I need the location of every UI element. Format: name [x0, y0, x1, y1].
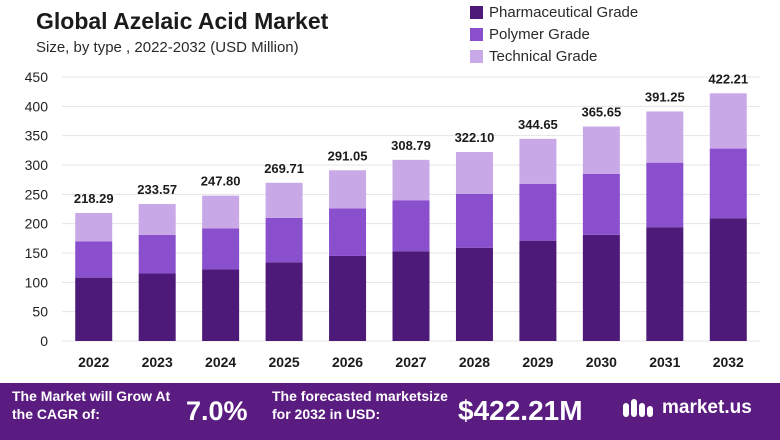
x-tick-label: 2026 — [332, 354, 363, 370]
bar-segment-technical — [455, 152, 493, 194]
bar-segment-technical — [646, 111, 684, 163]
bar-segment-technical — [75, 212, 113, 242]
y-tick-label: 150 — [25, 245, 49, 261]
bar-total-label: 218.29 — [74, 191, 114, 206]
bar-segment-pharmaceutical — [582, 234, 620, 341]
bar-segment-polymer — [709, 148, 747, 219]
bar-segment-polymer — [329, 208, 367, 256]
bar-total-label: 291.05 — [328, 148, 368, 163]
bar-segment-technical — [582, 126, 620, 174]
x-tick-label: 2024 — [205, 354, 236, 370]
y-tick-label: 400 — [25, 98, 49, 114]
legend-swatch-technical — [470, 49, 483, 63]
chart-title: Global Azelaic Acid Market — [36, 8, 329, 34]
y-tick-label: 50 — [32, 304, 48, 320]
bar-segment-pharmaceutical — [519, 240, 557, 341]
legend-item-technical: Technical Grade — [470, 47, 638, 65]
bar-segment-pharmaceutical — [709, 218, 747, 341]
bar-segment-technical — [265, 182, 303, 218]
forecast-label: The forecasted marketsize for 2032 in US… — [272, 388, 448, 422]
legend-item-pharmaceutical: Pharmaceutical Grade — [470, 3, 639, 21]
legend-swatch-pharmaceutical — [470, 5, 483, 19]
legend-label-pharmaceutical: Pharmaceutical Grade — [489, 3, 639, 21]
chart-subtitle: Size, by type , 2022-2032 (USD Million) — [36, 39, 299, 56]
y-tick-label: 0 — [40, 333, 48, 349]
bar-segment-polymer — [646, 162, 684, 228]
bar-segment-polymer — [392, 200, 430, 252]
bar-total-label: 365.65 — [581, 104, 621, 119]
bar-segment-pharmaceutical — [455, 247, 493, 341]
x-tick-label: 2030 — [586, 354, 617, 370]
bar-total-label: 322.10 — [455, 130, 495, 145]
legend-swatch-polymer — [470, 27, 483, 41]
bar-segment-pharmaceutical — [392, 251, 430, 341]
chart-legend: Pharmaceutical Grade Polymer Grade Techn… — [470, 3, 639, 65]
bar-segment-polymer — [519, 183, 557, 241]
legend-item-polymer: Polymer Grade — [470, 25, 638, 43]
x-tick-label: 2027 — [395, 354, 426, 370]
legend-label-technical: Technical Grade — [489, 47, 598, 65]
stacked-bar-chart: 0 50 100 150 200 250 300 350 400 450 218.29 2022 233… — [25, 69, 760, 370]
brand[interactable]: market.us — [622, 397, 752, 419]
bar-total-label: 233.57 — [137, 182, 177, 197]
bar-total-label: 308.79 — [391, 138, 431, 153]
cagr-value: 7.0% — [186, 396, 248, 426]
bar-total-label: 422.21 — [708, 71, 748, 86]
x-tick-label: 2032 — [713, 354, 744, 370]
bar-total-label: 269.71 — [264, 161, 304, 176]
cagr-label: The Market will Grow At the CAGR of: — [12, 388, 171, 422]
bar-segment-pharmaceutical — [75, 277, 113, 341]
x-tick-label: 2031 — [649, 354, 680, 370]
x-tick-label: 2025 — [269, 354, 300, 370]
x-tick-label: 2028 — [459, 354, 490, 370]
bar-segment-pharmaceutical — [202, 269, 240, 341]
footer-banner: The Market will Grow At the CAGR of: 7.0… — [0, 383, 780, 440]
bar-total-label: 391.25 — [645, 89, 685, 104]
bar-segment-technical — [709, 93, 747, 149]
bar-total-label: 247.80 — [201, 174, 241, 189]
y-tick-label: 250 — [25, 186, 49, 202]
bar-segment-polymer — [582, 173, 620, 235]
bar-segment-polymer — [138, 234, 176, 274]
market-us-logo-icon — [623, 399, 653, 417]
x-tick-label: 2023 — [142, 354, 173, 370]
y-tick-label: 350 — [25, 128, 49, 144]
bar-segment-polymer — [202, 228, 240, 270]
x-tick-label: 2022 — [78, 354, 109, 370]
bar-segment-technical — [392, 159, 430, 201]
bar-total-label: 344.65 — [518, 117, 558, 132]
bar-segment-polymer — [75, 241, 113, 278]
bar-segment-technical — [329, 170, 367, 209]
bar-segment-technical — [138, 203, 176, 235]
bar-segment-pharmaceutical — [265, 262, 303, 341]
y-tick-label: 300 — [25, 157, 49, 173]
y-tick-label: 200 — [25, 216, 49, 232]
bar-segment-polymer — [455, 193, 493, 248]
brand-name: market.us — [662, 397, 752, 418]
bar-segment-technical — [519, 138, 557, 184]
bar-segment-polymer — [265, 217, 303, 263]
x-tick-label: 2029 — [522, 354, 553, 370]
legend-label-polymer: Polymer Grade — [489, 25, 590, 43]
y-tick-label: 100 — [25, 274, 49, 290]
bar-segment-pharmaceutical — [138, 273, 176, 341]
bar-segment-pharmaceutical — [329, 255, 367, 341]
bar-segment-technical — [202, 195, 240, 229]
bar-segment-pharmaceutical — [646, 227, 684, 341]
y-tick-label: 450 — [25, 69, 49, 85]
forecast-value: $422.21M — [458, 395, 583, 426]
